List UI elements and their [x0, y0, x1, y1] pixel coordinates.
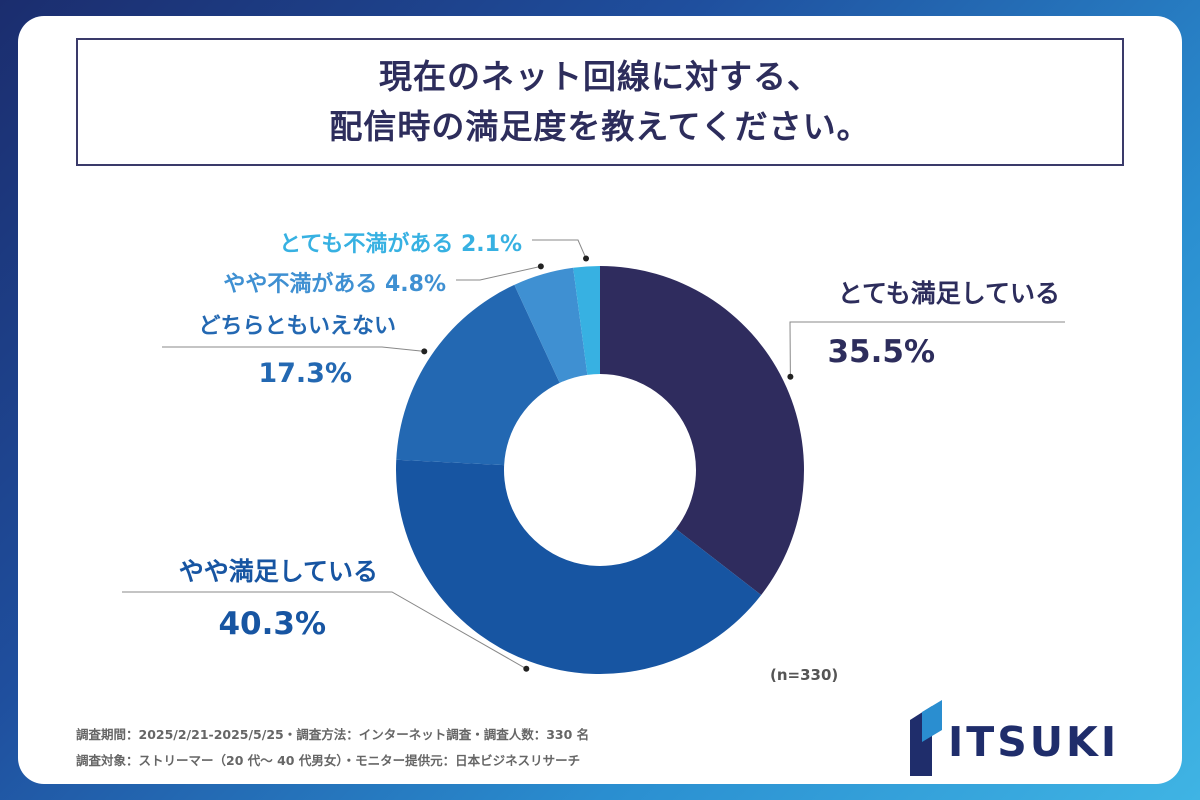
logo-mark-icon — [910, 700, 942, 776]
leader-lines — [122, 239, 1065, 672]
leader-dot-0 — [787, 373, 794, 380]
title-line-2: 配信時の満足度を教えてください。 — [329, 107, 871, 146]
slice-label-3: やや不満がある 4.8% — [223, 271, 446, 297]
slice-value-2: 17.3% — [258, 358, 352, 389]
slice-4 — [573, 266, 600, 375]
leader-dot-3 — [537, 263, 544, 270]
leader-line-4 — [532, 239, 587, 259]
slice-label-1: やや満足している — [179, 557, 378, 586]
slice-1 — [395, 459, 762, 675]
leader-dot-2 — [421, 348, 428, 355]
footnote-period: 調査期間：2025/2/21-2025/5/25・調査方法：インターネット調査・… — [76, 727, 590, 742]
leader-line-2 — [162, 346, 425, 352]
footnote-target: 調査対象：ストリーマー（20 代～ 40 代男女）・モニター提供元：日本ビジネス… — [76, 753, 581, 768]
slice-label-2: どちらともいえない — [198, 314, 396, 339]
leader-dot-1 — [523, 665, 530, 672]
leader-line-3 — [456, 265, 541, 281]
sample-size: (n=330) — [770, 666, 839, 684]
title-box: 現在のネット回線に対する、 配信時の満足度を教えてください。 — [76, 38, 1124, 166]
logo: ITSUKI — [902, 700, 1132, 780]
chart-labels: とても満足している 35.5% やや満足している 40.3% どちらともいえない 17.3… — [179, 231, 1060, 642]
leader-dot-4 — [583, 255, 590, 262]
leader-line-0 — [789, 321, 1065, 377]
footnotes: 調査期間：2025/2/21-2025/5/25・調査方法：インターネット調査・… — [76, 722, 589, 774]
slice-value-0: 35.5% — [827, 334, 935, 370]
slice-value-1: 40.3% — [218, 606, 326, 642]
slice-2 — [396, 284, 560, 466]
slice-label-4: とても不満がある 2.1% — [279, 231, 522, 257]
chart-slices — [395, 266, 805, 675]
slice-3 — [514, 267, 588, 383]
slice-0 — [600, 266, 805, 596]
logo-text: ITSUKI — [948, 718, 1120, 766]
slice-label-0: とても満足している — [838, 279, 1060, 308]
leader-line-1 — [122, 591, 527, 670]
title-line-1: 現在のネット回線に対する、 — [379, 57, 821, 96]
